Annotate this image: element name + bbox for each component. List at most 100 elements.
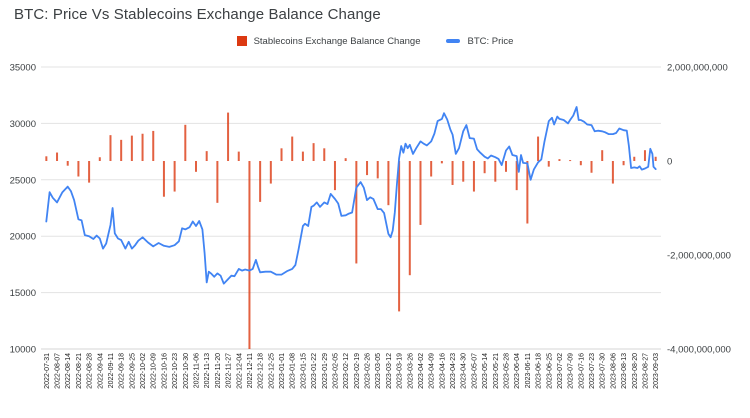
balance-change-bar	[130, 135, 133, 161]
gridlines	[41, 66, 661, 350]
x-axis-tick: 2023-02-05	[332, 353, 339, 389]
balance-change-bar	[280, 148, 283, 161]
balance-change-bar	[451, 161, 454, 185]
x-axis-tick: 2022-09-11	[108, 353, 115, 388]
x-axis-tick: 2022-09-25	[129, 353, 136, 389]
balance-change-bar	[526, 161, 529, 224]
x-axis-tick: 2023-09-03	[653, 353, 660, 389]
balance-change-bar	[56, 152, 59, 161]
balance-change-bar	[419, 161, 422, 225]
balance-change-bar	[184, 124, 187, 161]
x-axis-tick: 2022-11-13	[204, 353, 211, 388]
x-axis-tick: 2022-10-16	[161, 353, 168, 389]
x-axis-tick: 2023-01-08	[290, 353, 297, 389]
balance-change-bar	[515, 161, 518, 191]
left-axis-tick: 35000	[10, 63, 36, 74]
left-axis-tick: 20000	[10, 232, 36, 243]
x-axis-tick: 2022-10-30	[183, 353, 190, 389]
x-axis-tick: 2023-05-07	[471, 353, 478, 389]
x-axis-labels: 2022-07-31 2022-08-07 2022-08-14 2022-08-21…	[44, 353, 660, 389]
balance-change-bar	[408, 161, 411, 276]
x-axis-tick: 2023-05-14	[482, 353, 489, 389]
balance-change-bar	[259, 161, 262, 202]
x-axis-tick: 2023-04-02	[418, 353, 425, 389]
balance-change-bar	[643, 150, 646, 161]
x-axis-tick: 2022-12-25	[268, 353, 275, 389]
legend-square-swatch	[236, 36, 247, 46]
left-axis-tick: 25000	[10, 175, 36, 186]
x-axis-tick: 2023-08-20	[632, 353, 639, 389]
x-axis-tick: 2023-07-02	[557, 353, 564, 389]
balance-change-bar	[269, 161, 272, 184]
legend-item-stablecoins: Stablecoins Exchange Balance Change	[236, 35, 421, 47]
legend-label-btc-price: BTC: Price	[467, 35, 514, 47]
balance-change-bar	[88, 161, 91, 183]
chart-legend: Stablecoins Exchange Balance Change BTC:…	[0, 33, 750, 49]
x-axis-tick: 2023-03-12	[386, 353, 393, 389]
x-axis-tick: 2023-01-15	[300, 353, 307, 389]
x-axis-tick: 2022-09-18	[119, 353, 126, 389]
balance-change-bar	[216, 161, 219, 203]
balance-change-bar	[333, 161, 336, 191]
x-axis-tick: 2023-06-18	[536, 353, 543, 389]
balance-change-bar	[45, 156, 48, 161]
balance-change-bar	[440, 161, 443, 164]
balance-change-bar	[120, 139, 123, 161]
balance-change-bar	[547, 161, 550, 167]
balance-change-bar	[579, 161, 582, 166]
balance-change-bar	[387, 161, 390, 206]
right-axis-tick: 2,000,000,000	[667, 63, 728, 74]
balance-change-bar	[248, 161, 251, 349]
balance-change-bar	[366, 161, 369, 176]
balance-change-bar	[355, 161, 358, 264]
balance-change-bar	[195, 161, 197, 172]
right-axis-labels: -4,000,000,000 -2,000,000,000 0 2,000,000,0…	[667, 63, 731, 356]
balance-change-bar	[601, 150, 604, 161]
balance-change-bar	[430, 161, 433, 177]
x-axis-tick: 2023-08-06	[610, 353, 617, 389]
x-axis-tick: 2022-12-18	[258, 353, 265, 389]
x-axis-tick: 2023-02-26	[365, 353, 372, 389]
legend-label-stablecoins: Stablecoins Exchange Balance Change	[253, 35, 421, 47]
right-axis-tick: 0	[667, 157, 672, 168]
x-axis-tick: 2022-12-04	[236, 353, 243, 389]
x-axis-tick: 2023-01-01	[279, 353, 286, 389]
balance-change-bar	[494, 161, 497, 182]
balance-change-bar	[109, 135, 112, 161]
x-axis-tick: 2022-12-11	[247, 353, 254, 388]
balance-change-bar	[344, 158, 347, 161]
x-axis-tick: 2023-03-26	[407, 353, 414, 389]
right-axis-tick: -2,000,000,000	[667, 251, 731, 262]
balance-change-bar	[77, 161, 80, 177]
x-axis-tick: 2022-08-28	[87, 353, 94, 389]
right-axis-tick: -4,000,000,000	[667, 345, 731, 356]
legend-line-swatch	[446, 39, 461, 43]
x-axis-tick: 2023-07-09	[568, 353, 575, 389]
x-axis-tick: 2023-07-16	[578, 353, 585, 389]
x-axis-tick: 2022-08-07	[55, 353, 62, 389]
x-axis-tick: 2022-11-20	[215, 353, 222, 388]
left-axis-tick: 30000	[10, 119, 36, 130]
left-axis-tick: 15000	[10, 288, 36, 299]
balance-change-bar	[537, 136, 540, 161]
balance-change-bar	[505, 161, 507, 172]
x-axis-tick: 2023-04-16	[439, 353, 446, 389]
balance-change-bar	[66, 161, 69, 166]
x-axis-tick: 2023-06-11	[525, 353, 532, 388]
balance-change-bar	[569, 160, 572, 162]
balance-change-bar	[398, 161, 401, 312]
balance-change-bar	[590, 161, 593, 173]
left-axis-tick: 10000	[10, 345, 36, 356]
x-axis-tick: 2023-04-23	[450, 353, 457, 389]
btc-price-line	[45, 106, 657, 285]
balance-change-bar	[141, 133, 144, 161]
x-axis-tick: 2023-04-09	[429, 353, 436, 389]
x-axis-tick: 2023-01-22	[311, 353, 318, 389]
x-axis-tick: 2022-08-14	[65, 353, 72, 389]
x-axis-tick: 2023-05-21	[493, 353, 500, 389]
balance-change-bar	[291, 136, 294, 161]
x-axis-tick: 2022-09-04	[97, 353, 104, 389]
x-axis-tick: 2023-08-27	[642, 353, 649, 389]
